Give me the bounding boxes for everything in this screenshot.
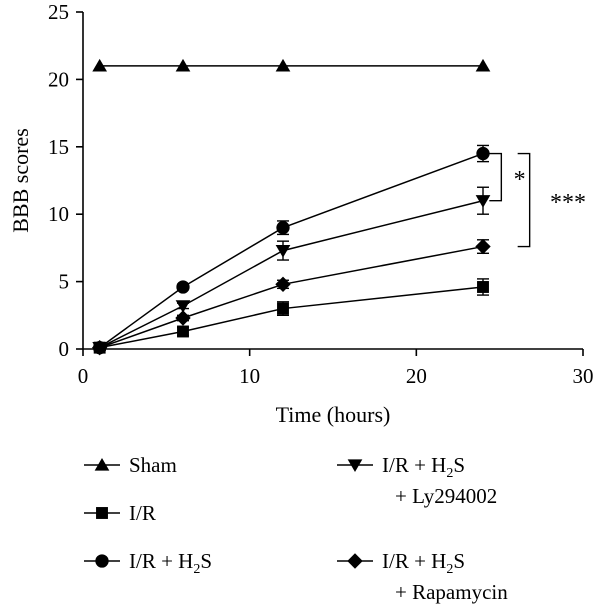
y-tick-label: 20 bbox=[48, 67, 69, 91]
legend-label: I/R bbox=[129, 501, 156, 525]
legend-label-tail: S bbox=[453, 453, 465, 477]
series-line bbox=[99, 199, 484, 349]
series-line bbox=[99, 152, 484, 349]
data-point bbox=[175, 58, 191, 72]
data-point bbox=[475, 58, 491, 72]
series-sham bbox=[92, 58, 491, 72]
data-point bbox=[92, 58, 108, 72]
legend-marker bbox=[347, 553, 363, 569]
y-tick-label: 25 bbox=[48, 0, 69, 24]
data-point bbox=[175, 300, 191, 313]
legend-label-line2: + Ly294002 bbox=[395, 484, 497, 508]
legend-label: I/R + H2S bbox=[382, 453, 465, 481]
legend-item-i-r-h2s-ly294002: I/R + H2S + Ly294002 bbox=[337, 453, 497, 508]
legend-label-subscript: 2 bbox=[193, 562, 200, 577]
legend-item-i-r-h2s: I/R + H2S bbox=[84, 549, 212, 577]
data-point bbox=[175, 310, 191, 326]
bracket-line bbox=[489, 152, 503, 202]
y-axis-title: BBB scores bbox=[8, 128, 33, 233]
legend-marker bbox=[96, 507, 108, 519]
legend-label: Sham bbox=[129, 453, 177, 477]
bracket-rapamycin: *** bbox=[517, 152, 586, 248]
x-axis-title: Time (hours) bbox=[276, 402, 391, 427]
legend-label-main: I/R + H bbox=[129, 549, 193, 573]
data-point bbox=[477, 281, 489, 293]
data-point bbox=[275, 276, 291, 292]
data-point bbox=[475, 195, 491, 208]
data-point bbox=[91, 339, 108, 356]
significance-annotations: **** bbox=[489, 152, 586, 248]
bracket-ly294002: * bbox=[489, 152, 526, 202]
legend-label-line2: + Rapamycin bbox=[395, 580, 508, 604]
legend-item-i-r: I/R bbox=[84, 501, 156, 525]
legend-label: I/R + H2S bbox=[382, 549, 465, 577]
data-point bbox=[476, 146, 490, 161]
legend-label-tail: S bbox=[453, 549, 465, 573]
significance-label: *** bbox=[550, 190, 586, 216]
series-layer bbox=[91, 58, 491, 356]
data-point bbox=[475, 238, 491, 255]
x-tick-label: 0 bbox=[78, 364, 89, 388]
y-tick-label: 5 bbox=[59, 270, 70, 294]
legend-marker bbox=[347, 459, 363, 472]
legend-label-main: I/R + H bbox=[382, 549, 446, 573]
x-tick-label: 20 bbox=[406, 364, 427, 388]
data-point bbox=[176, 280, 190, 294]
data-point bbox=[275, 58, 291, 72]
series-line bbox=[99, 286, 484, 349]
series-i-r-h2s-rapamycin bbox=[91, 238, 491, 356]
significance-label: * bbox=[514, 167, 526, 193]
y-tick-label: 0 bbox=[59, 337, 70, 361]
series-line bbox=[99, 245, 484, 349]
series-i-r bbox=[93, 278, 489, 354]
legend-marker bbox=[94, 458, 110, 471]
legend-marker bbox=[95, 554, 109, 568]
bracket-line bbox=[517, 152, 531, 248]
legend-label-main: I/R + H bbox=[382, 453, 446, 477]
y-tick-label: 15 bbox=[48, 135, 69, 159]
legend-label-subscript: 2 bbox=[446, 466, 453, 481]
data-point bbox=[275, 244, 291, 258]
data-point bbox=[177, 325, 189, 338]
legend-item-sham: Sham bbox=[84, 453, 177, 477]
legend-label-tail: S bbox=[200, 549, 212, 573]
legend-label: I/R + H2S bbox=[129, 549, 212, 577]
data-point bbox=[276, 221, 290, 235]
legend-item-i-r-h2s-rapamycin: I/R + H2S + Rapamycin bbox=[337, 549, 508, 604]
y-tick-label: 10 bbox=[48, 202, 69, 226]
axes: 0 5 10 15 20 25 0 10 20 30 Time (hours) BBB scores bbox=[8, 0, 594, 427]
legend-label-subscript: 2 bbox=[446, 562, 453, 577]
x-tick-label: 30 bbox=[573, 364, 594, 388]
series-i-r-h2s bbox=[93, 144, 490, 355]
x-tick-label: 10 bbox=[239, 364, 260, 388]
data-point bbox=[277, 302, 289, 315]
